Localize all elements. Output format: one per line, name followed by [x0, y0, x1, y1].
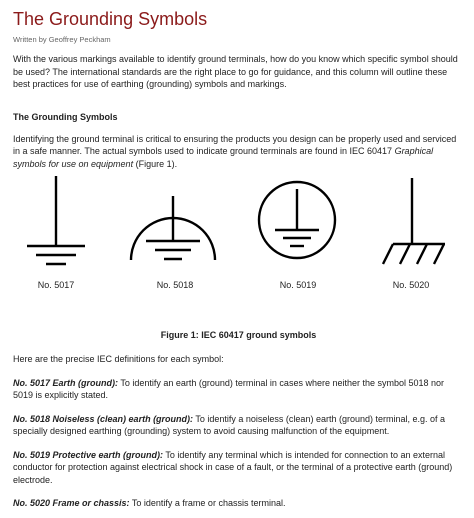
symbol-label-5020: No. 5020: [393, 280, 430, 290]
earth-ground-icon: [27, 176, 85, 266]
standard-title: Graphical symbols for use on equipment: [13, 146, 434, 169]
definitions-intro: Here are the precise IEC definitions for…: [13, 354, 224, 364]
definition-text: To identify a noiseless (clean) earth (g…: [13, 413, 446, 437]
definition-5020: No. 5020 Frame or chassis: To identify a…: [13, 497, 464, 510]
intro-paragraph: With the various markings available to i…: [13, 54, 458, 89]
ground-symbols-figure: No. 5017 No. 5018 No. 5019: [13, 174, 464, 329]
identification-paragraph: Identifying the ground terminal is criti…: [13, 133, 464, 171]
definition-term: No. 5019 Protective earth (ground):: [13, 449, 164, 460]
definition-term: No. 5020 Frame or chassis:: [13, 498, 130, 508]
noiseless-earth-icon: [129, 196, 217, 261]
ground-symbols-svg: No. 5017 No. 5018 No. 5019: [27, 176, 446, 290]
symbol-label-5017: No. 5017: [38, 280, 75, 290]
figure-reference: (Figure 1).: [133, 158, 178, 169]
definition-5018: No. 5018 Noiseless (clean) earth (ground…: [13, 413, 464, 438]
protective-earth-icon: [257, 180, 337, 260]
definition-term: No. 5017 Earth (ground):: [13, 377, 119, 388]
symbol-label-5019: No. 5019: [280, 280, 317, 290]
page-title: The Grounding Symbols: [13, 9, 208, 29]
chassis-ground-icon: [381, 178, 446, 265]
definition-5019: No. 5019 Protective earth (ground): To i…: [13, 449, 464, 487]
symbol-label-5018: No. 5018: [157, 280, 194, 290]
byline: Written by Geoffrey Peckham: [13, 35, 111, 44]
definition-text: To identify a frame or chassis terminal.: [129, 498, 286, 508]
definition-text: To identify any terminal which is intend…: [13, 449, 453, 485]
identification-text: Identifying the ground terminal is criti…: [13, 133, 457, 157]
definition-text: To identify an earth (ground) terminal i…: [13, 377, 445, 401]
section-heading: The Grounding Symbols: [13, 111, 118, 122]
figure-caption: Figure 1: IEC 60417 ground symbols: [160, 330, 317, 340]
definition-5017: No. 5017 Earth (ground): To identify an …: [13, 377, 464, 402]
definition-term: No. 5018 Noiseless (clean) earth (ground…: [13, 413, 194, 424]
